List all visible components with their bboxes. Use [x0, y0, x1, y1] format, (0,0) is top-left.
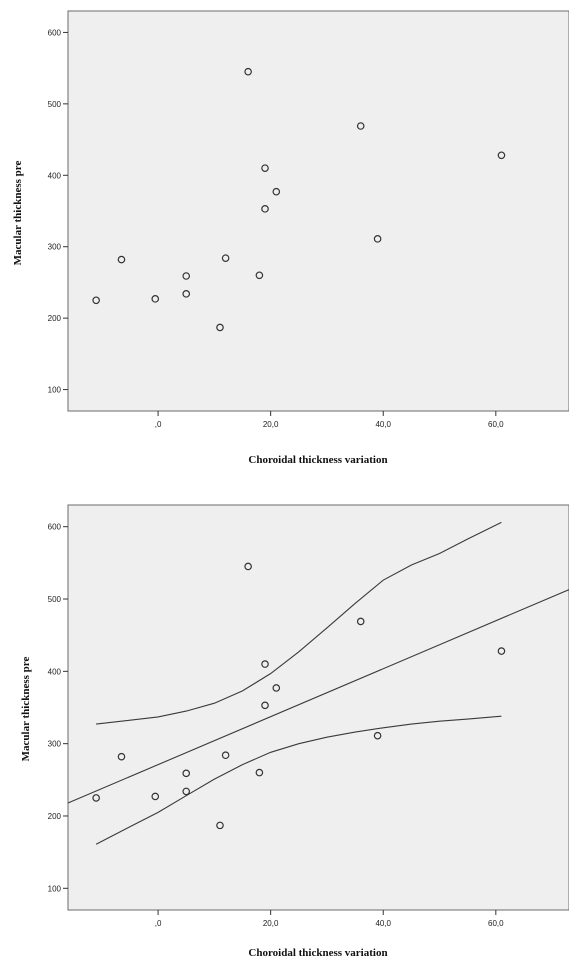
data-point: [272, 187, 281, 196]
regression-line: [67, 589, 569, 804]
data-point: [221, 751, 230, 760]
data-point: [272, 684, 281, 692]
data-point: [261, 205, 269, 213]
y-tick-label: 300: [48, 740, 62, 749]
data-point: [92, 794, 100, 802]
data-point: [373, 731, 382, 740]
data-point: [182, 272, 191, 280]
fit-lines-group: [67, 521, 569, 845]
data-point: [261, 164, 269, 172]
y-tick-label: 600: [48, 523, 62, 532]
y-tick-label: 600: [48, 28, 62, 37]
data-point: [356, 617, 365, 626]
y-tick-label: 200: [48, 314, 62, 323]
confidence-band-lower: [95, 715, 502, 845]
y-tick-label: 100: [48, 884, 62, 893]
y-tick-label: 500: [48, 595, 62, 604]
plot-area: [67, 504, 569, 911]
y-tick-label: 500: [48, 100, 62, 109]
data-point: [221, 254, 230, 262]
data-point: [182, 290, 191, 298]
axes-group: 100 200 300 400 500 600 ,0 20,0 40,0 60,0: [48, 523, 505, 928]
x-tick-label: ,0: [155, 420, 162, 429]
x-axis-title: Choroidal thickness variation: [248, 454, 387, 466]
points-group: [92, 562, 506, 830]
y-tick-label: 100: [48, 386, 62, 395]
y-tick-label: 300: [48, 243, 62, 252]
x-tick-label: 40,0: [375, 919, 391, 928]
y-tick-label: 400: [48, 667, 62, 676]
data-point: [151, 295, 160, 303]
data-point: [261, 660, 269, 668]
data-point: [356, 122, 365, 130]
data-point: [151, 792, 160, 801]
x-axis-title: Choroidal thickness variation: [248, 947, 387, 959]
y-tick-label: 200: [48, 812, 62, 821]
x-tick-label: 40,0: [375, 420, 391, 429]
x-tick-label: 20,0: [263, 420, 279, 429]
data-point: [92, 296, 100, 305]
points-group: [92, 67, 506, 332]
data-point: [497, 151, 506, 160]
data-point: [216, 323, 224, 332]
data-point: [117, 255, 126, 264]
x-tick-label: ,0: [155, 919, 162, 928]
data-point: [373, 235, 382, 243]
data-point: [255, 271, 264, 280]
plot-area: [67, 10, 569, 412]
x-tick-label: 20,0: [263, 919, 279, 928]
y-axis-title: Macular thickness pre: [20, 657, 32, 762]
y-tick-label: 400: [48, 171, 62, 180]
x-tick-label: 60,0: [488, 919, 504, 928]
x-tick-label: 60,0: [488, 420, 504, 429]
axes-group: 100 200 300 400 500 600 ,0 20,0 40,0 60,0: [48, 28, 505, 429]
confidence-band-upper: [96, 521, 502, 725]
data-point: [216, 821, 224, 830]
data-point: [497, 647, 506, 655]
data-point: [255, 768, 264, 777]
data-point: [182, 769, 191, 778]
data-point: [261, 701, 269, 710]
scatter-plot-bottom-with-fit: 100 200 300 400 500 600 ,0 20,0 40,0 60,0 Choroid…: [20, 504, 569, 959]
data-point: [182, 787, 191, 796]
y-axis-title: Macular thickness pre: [12, 161, 24, 266]
scatter-plot-top: 100 200 300 400 500 600 ,0 20,0 40,0 60,0 Choroid…: [12, 10, 569, 466]
data-point: [244, 67, 252, 76]
data-point: [244, 562, 252, 571]
data-point: [117, 752, 126, 761]
